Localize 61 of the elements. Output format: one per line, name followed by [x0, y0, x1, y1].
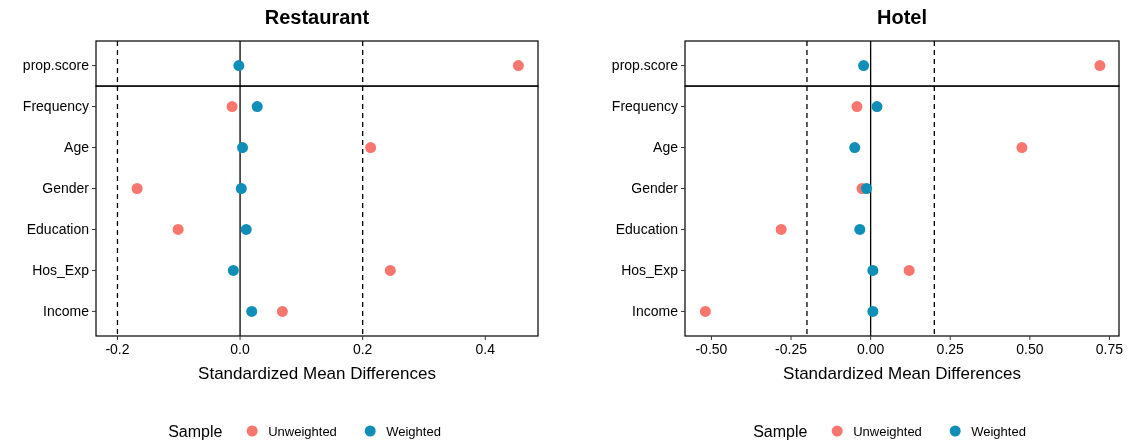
y-tick-label: Frequency: [22, 98, 89, 115]
y-tick-label: Gender: [42, 180, 90, 197]
legend-label: Weighted: [386, 423, 441, 439]
x-tick-label: 0.4: [475, 341, 496, 357]
x-axis-title: Standardized Mean Differences: [783, 364, 1021, 383]
y-tick-label: Education: [26, 221, 89, 238]
point: [1016, 142, 1028, 154]
x-tick-label: -0.50: [695, 341, 728, 357]
point: [227, 264, 239, 276]
x-tick-label: 0.75: [1095, 341, 1124, 357]
point: [131, 183, 143, 194]
x-tick-label: 0.00: [857, 341, 885, 357]
x-tick-label: 0.50: [1016, 341, 1044, 357]
point: [699, 305, 711, 317]
y-tick-label: Age: [653, 139, 679, 156]
point: [849, 142, 861, 154]
point: [276, 305, 288, 317]
point: [237, 142, 249, 154]
point: [871, 101, 883, 113]
x-tick-label: 0.2: [352, 341, 373, 357]
point: [512, 60, 524, 72]
point: [903, 264, 915, 276]
y-tick-label: Hos_Exp: [621, 262, 679, 279]
point: [240, 223, 252, 235]
point: [384, 264, 396, 276]
point: [233, 60, 245, 72]
y-tick-label: Gender: [631, 180, 679, 197]
point: [235, 183, 247, 194]
point: [251, 101, 263, 113]
point: [867, 305, 879, 317]
point: [226, 101, 238, 113]
legend-title: Sample: [753, 422, 808, 440]
x-tick-label: -0.2: [105, 341, 130, 357]
x-axis-title: Standardized Mean Differences: [198, 364, 436, 383]
x-tick-label: 0.25: [936, 341, 965, 357]
point: [1094, 60, 1106, 72]
legend-label: Unweighted: [268, 423, 337, 439]
point: [365, 142, 377, 154]
y-tick-label: Age: [64, 139, 90, 156]
legend-title: Sample: [168, 422, 223, 440]
y-tick-label: Hos_Exp: [32, 262, 90, 279]
x-tick-label: -0.25: [775, 341, 808, 357]
point: [854, 223, 866, 235]
point: [246, 305, 258, 317]
y-tick-label: Income: [43, 303, 90, 320]
point: [851, 101, 863, 113]
point: [775, 223, 787, 235]
y-tick-label: prop.score: [611, 57, 679, 74]
legend-label: Weighted: [971, 423, 1026, 439]
point: [172, 223, 184, 235]
y-tick-label: Income: [632, 303, 679, 320]
legend-label: Unweighted: [853, 423, 922, 439]
point: [867, 264, 879, 276]
chart-title: Restaurant: [264, 6, 370, 28]
y-tick-label: Frequency: [611, 98, 678, 115]
y-tick-label: prop.score: [22, 57, 90, 74]
x-tick-label: 0.0: [230, 341, 251, 357]
point: [858, 60, 870, 72]
point: [861, 183, 872, 194]
chart-title: Hotel: [877, 6, 927, 28]
y-tick-label: Education: [615, 221, 678, 238]
